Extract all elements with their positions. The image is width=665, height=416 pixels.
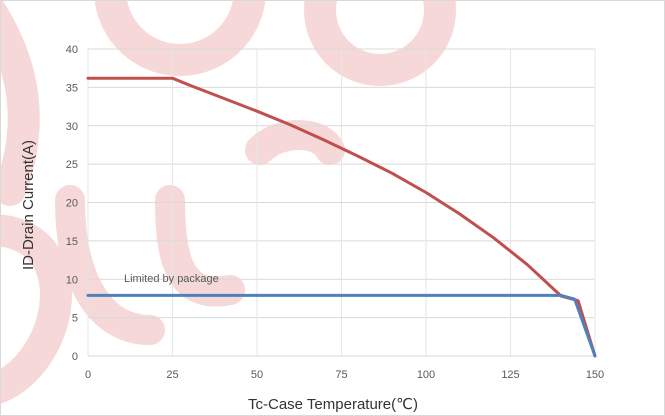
annotation-limited-by-package: Limited by package [124,273,219,285]
y-tick-label: 20 [66,198,78,210]
data-series [86,76,597,358]
x-tick-label: 125 [501,369,519,381]
gridlines [87,48,596,357]
series-line-1 [86,293,597,358]
y-tick-label: 35 [66,82,78,94]
y-tick-label: 30 [66,121,78,133]
y-tick-label: 10 [66,274,78,286]
x-tick-label: 75 [335,369,347,381]
tick-labels: 0 5 10 15 20 25 30 35 40 0 25 50 75 100 125 150 [66,44,604,381]
watermark [0,0,456,404]
x-tick-label: 50 [251,369,263,381]
x-axis-label: Tc-Case Temperature(℃) [248,396,418,413]
x-tick-label: 0 [85,369,91,381]
x-tick-label: 150 [586,369,604,381]
x-tick-label: 25 [166,369,178,381]
series-line-0 [86,76,597,358]
y-tick-label: 15 [66,236,78,248]
y-axis-label: ID-Drain Current(A) [20,140,37,270]
y-tick-label: 25 [66,159,78,171]
y-tick-label: 0 [72,351,78,363]
y-tick-label: 5 [72,313,78,325]
x-tick-label: 100 [417,369,435,381]
y-tick-label: 40 [66,44,78,56]
